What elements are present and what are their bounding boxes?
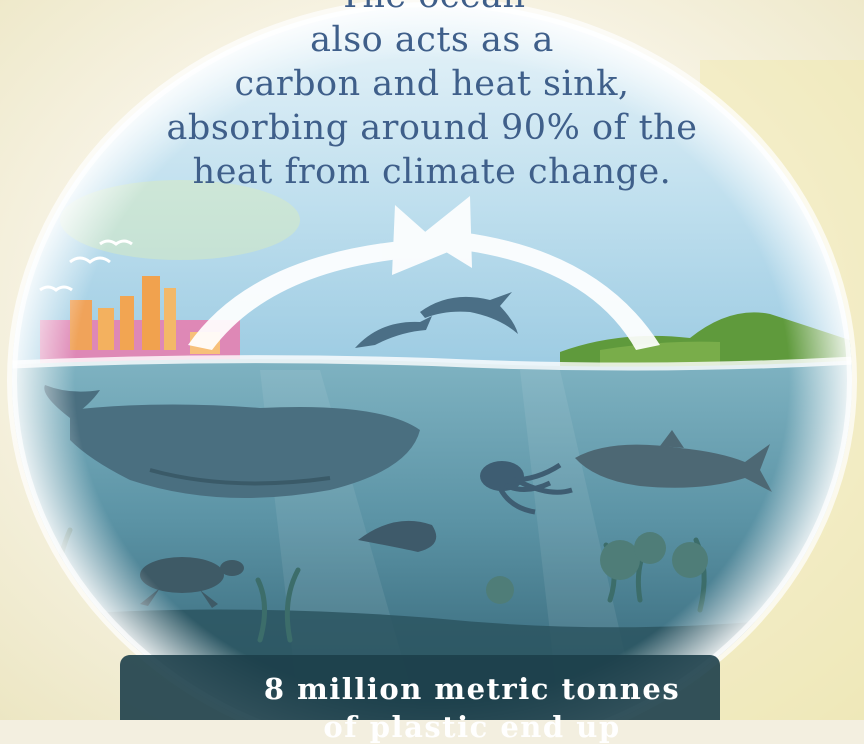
headline-line-5: heat from climate change. bbox=[192, 152, 672, 192]
headline: The ocean also acts as a carbon and heat… bbox=[0, 0, 864, 194]
headline-line-4: absorbing around 90% of the bbox=[166, 108, 698, 148]
headline-line-1: The ocean bbox=[0, 0, 864, 18]
footer-line-2: of plastic end up bbox=[323, 710, 621, 744]
footer-line-1: 8 million metric tonnes bbox=[263, 672, 681, 706]
headline-line-3: carbon and heat sink, bbox=[234, 64, 630, 104]
headline-line-2: also acts as a bbox=[310, 20, 554, 60]
ocean-illustration bbox=[0, 0, 864, 720]
